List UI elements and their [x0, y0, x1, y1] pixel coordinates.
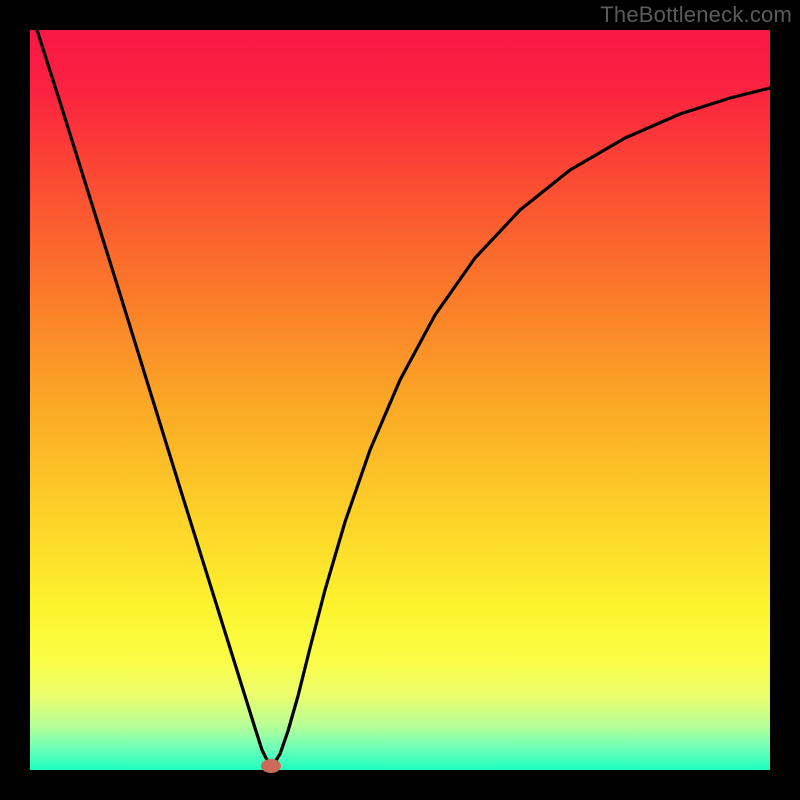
- chart-svg: [0, 0, 800, 800]
- chart-plot-background: [30, 30, 770, 770]
- watermark-text: TheBottleneck.com: [600, 2, 792, 28]
- bottleneck-chart: TheBottleneck.com: [0, 0, 800, 800]
- optimal-point-marker: [261, 759, 281, 773]
